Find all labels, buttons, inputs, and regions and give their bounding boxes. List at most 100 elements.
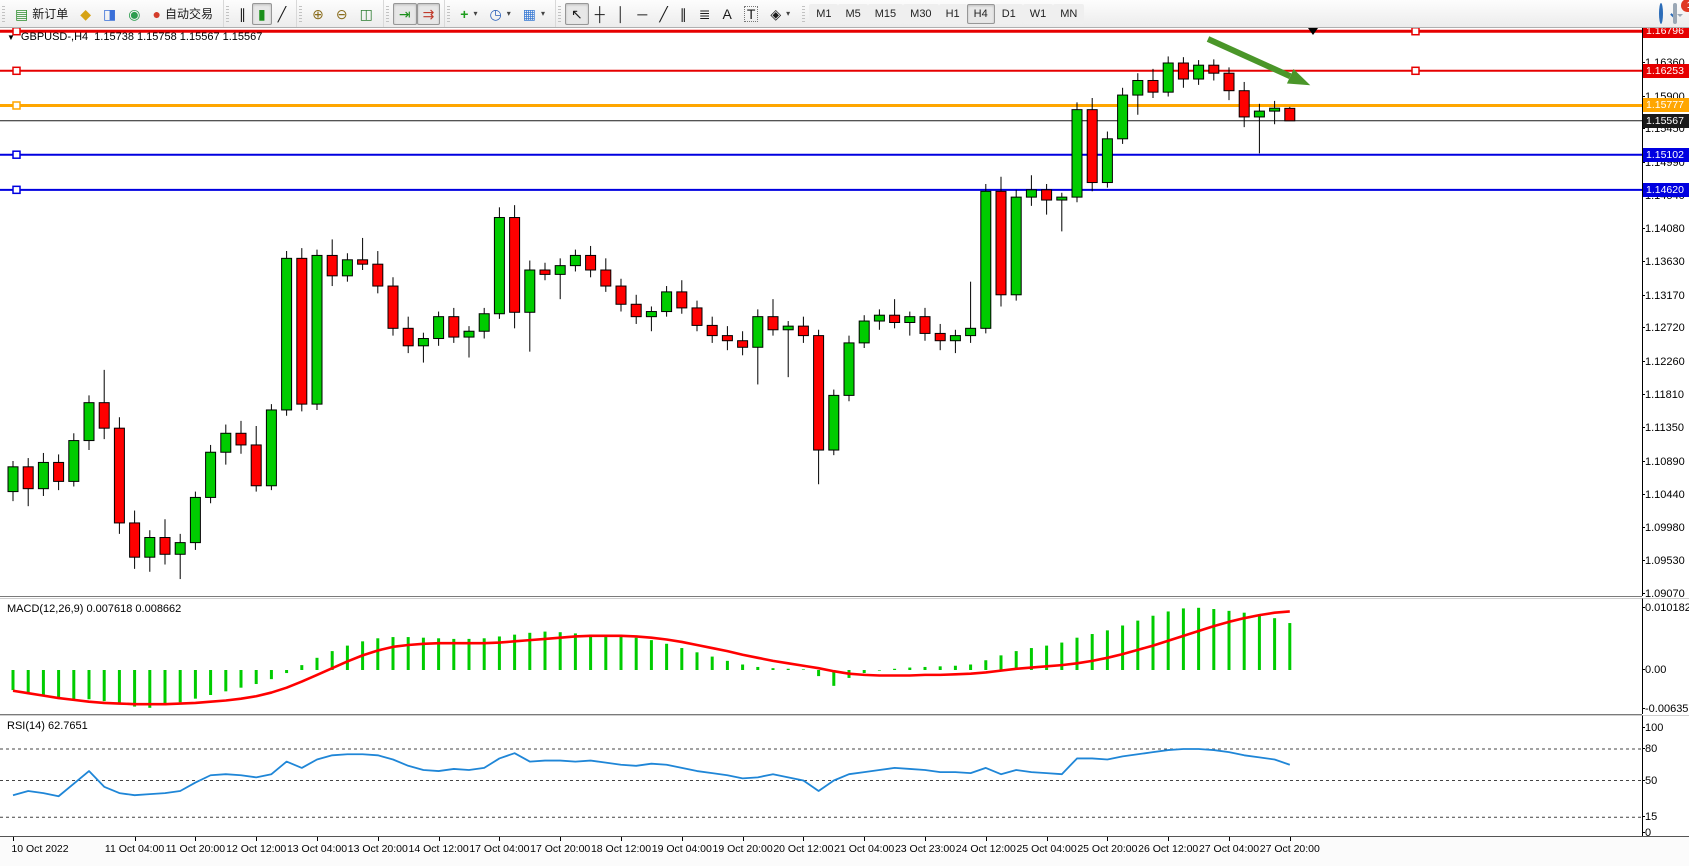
time-axis[interactable]: 10 Oct 2022 11 Oct 04:00 11 Oct 20:00 12 Oc… <box>0 836 1689 866</box>
main-chart-panel[interactable]: ▼ GBPUSD-,H4 1.15738 1.15758 1.15567 1.1… <box>0 27 1642 597</box>
toolbar-group-4: + ▾ ◷ ▾ ▦ ▾ <box>444 0 555 27</box>
trendline-button[interactable]: ╱ <box>653 3 673 25</box>
zoom-out-button[interactable]: ⊖ <box>330 3 354 25</box>
time-label: 11 Oct 04:00 <box>104 843 165 855</box>
time-label: 11 Oct 20:00 <box>165 843 226 855</box>
time-label: 10 Oct 2022 <box>11 843 69 855</box>
market-watch-icon: ◆ <box>80 5 92 22</box>
toolbar-group-3: ⇥ ⇉ <box>382 0 444 27</box>
data-window-button[interactable]: ◨ <box>97 3 122 25</box>
new-order-button[interactable]: ▤ 新订单 <box>9 3 74 25</box>
period-button[interactable]: ◷ ▾ <box>484 3 517 25</box>
timeframe-h4[interactable]: H4 <box>966 3 995 24</box>
candlestick-chart[interactable] <box>0 27 1642 596</box>
time-tick <box>256 837 258 841</box>
rsi-label: RSI(14) 62.7651 <box>7 720 88 732</box>
chevron-down-icon[interactable]: ▼ <box>7 32 15 42</box>
crosshair-icon: ┼ <box>594 5 605 22</box>
macd-panel[interactable]: MACD(12,26,9) 0.007618 0.008662 <box>0 598 1642 715</box>
timeframe-m30[interactable]: M30 <box>903 3 939 24</box>
add-indicator-icon: + <box>460 5 469 22</box>
time-label: 26 Oct 12:00 <box>1138 843 1199 855</box>
text-icon: A <box>722 5 732 22</box>
autotrading-icon: ● <box>152 5 161 22</box>
time-tick <box>1168 837 1170 841</box>
search-icon[interactable] <box>1659 2 1663 24</box>
time-label: 18 Oct 12:00 <box>590 843 652 855</box>
label-icon: T <box>743 5 759 22</box>
candlestick-chart-button[interactable]: ▮ <box>251 2 272 25</box>
toolbar-group-5: ↖ ┼ │ ─ ╱ ∥ ≣ A T ◈ ▾ <box>554 0 800 27</box>
rsi-panel[interactable]: RSI(14) 62.7651 <box>0 715 1642 836</box>
timeframe-m5[interactable]: M5 <box>838 3 868 24</box>
price-tick: 1.12720 <box>1642 322 1685 335</box>
price-line-badge: 1.15777 <box>1643 98 1689 113</box>
chevron-down-icon: ▾ <box>540 9 545 18</box>
toolbar-group-1: ∥ ▮ ╱ <box>222 0 296 27</box>
time-tick <box>1229 837 1230 841</box>
autotrading-button[interactable]: ● 自动交易 <box>146 3 218 25</box>
zoom-in-button[interactable]: ⊕ <box>306 3 330 25</box>
shapes-button[interactable]: ◈ ▾ <box>764 3 796 25</box>
price-tick: 1.13630 <box>1642 255 1685 268</box>
fibonacci-icon: ≣ <box>698 5 711 22</box>
data-window-icon: ◨ <box>103 5 117 22</box>
price-tick: 1.11350 <box>1642 422 1684 435</box>
price-axis[interactable]: 1.163601.159001.154501.149901.145401.140… <box>1642 24 1689 600</box>
shapes-icon: ◈ <box>770 5 782 22</box>
chart-shift-icon: ⇥ <box>398 5 411 22</box>
price-line-badge: 1.15102 <box>1643 147 1689 162</box>
trendline-icon: ╱ <box>659 5 668 22</box>
market-watch-button[interactable]: ◆ <box>74 3 97 25</box>
timeframe-w1[interactable]: W1 <box>1022 3 1054 24</box>
rsi-tick: 15 <box>1641 811 1658 824</box>
timeframe-h1[interactable]: H1 <box>938 3 967 24</box>
vertical-line-button[interactable]: │ <box>611 3 632 25</box>
time-label: 25 Oct 04:00 <box>1016 843 1077 855</box>
line-chart-button[interactable]: ╱ <box>272 3 292 25</box>
crosshair-button[interactable]: ┼ <box>589 3 611 25</box>
timeframe-mn[interactable]: MN <box>1053 3 1085 24</box>
zoom-out-icon: ⊖ <box>335 5 348 22</box>
time-tick <box>864 837 866 841</box>
label-button[interactable]: T <box>738 3 765 25</box>
rsi-chart[interactable] <box>0 716 1642 836</box>
price-tick: 1.12260 <box>1642 355 1685 368</box>
time-label: 17 Oct 04:00 <box>469 843 530 855</box>
add-indicator-button[interactable]: + ▾ <box>454 3 483 25</box>
text-button[interactable]: A <box>716 3 737 25</box>
tile-windows-button[interactable]: ◫ <box>354 3 379 25</box>
chat-icon[interactable]: 1 <box>1673 0 1689 24</box>
timeframe-d1[interactable]: D1 <box>994 3 1023 24</box>
horizontal-line-button[interactable]: ─ <box>631 3 653 25</box>
time-label: 13 Oct 20:00 <box>347 843 408 855</box>
chart-shift-button[interactable]: ⇥ <box>392 2 417 25</box>
time-label: 27 Oct 20:00 <box>1259 843 1320 855</box>
macd-tick: -0.006357 <box>1642 703 1689 715</box>
time-label: 25 Oct 20:00 <box>1077 843 1138 855</box>
auto-scroll-button[interactable]: ⇉ <box>416 2 441 25</box>
time-tick <box>438 837 440 841</box>
price-tick: 1.14080 <box>1642 223 1685 236</box>
cursor-button[interactable]: ↖ <box>564 2 589 25</box>
fibonacci-button[interactable]: ≣ <box>693 3 717 25</box>
time-tick <box>1046 837 1048 841</box>
button-label: 新订单 <box>32 7 69 21</box>
timeframe-m1[interactable]: M1 <box>809 3 839 24</box>
time-label: 17 Oct 20:00 <box>530 843 591 855</box>
timeframe-m15[interactable]: M15 <box>867 3 904 24</box>
bar-chart-button[interactable]: ∥ <box>233 3 252 25</box>
rsi-tick: 100 <box>1641 722 1664 734</box>
macd-label: MACD(12,26,9) 0.007618 0.008662 <box>7 603 182 615</box>
signal-button[interactable]: ◉ <box>122 3 146 25</box>
candlestick-chart-icon: ▮ <box>257 5 266 22</box>
horizontal-line-icon: ─ <box>637 5 648 22</box>
channel-button[interactable]: ∥ <box>674 3 693 25</box>
time-label: 23 Oct 23:00 <box>894 843 956 855</box>
price-tick: 1.09530 <box>1642 554 1685 567</box>
tile-windows-icon: ◫ <box>359 5 373 22</box>
template-button[interactable]: ▦ ▾ <box>517 3 551 25</box>
time-label: 12 Oct 12:00 <box>226 843 287 855</box>
price-tick: 1.09070 <box>1642 588 1685 601</box>
macd-chart[interactable] <box>0 599 1642 714</box>
